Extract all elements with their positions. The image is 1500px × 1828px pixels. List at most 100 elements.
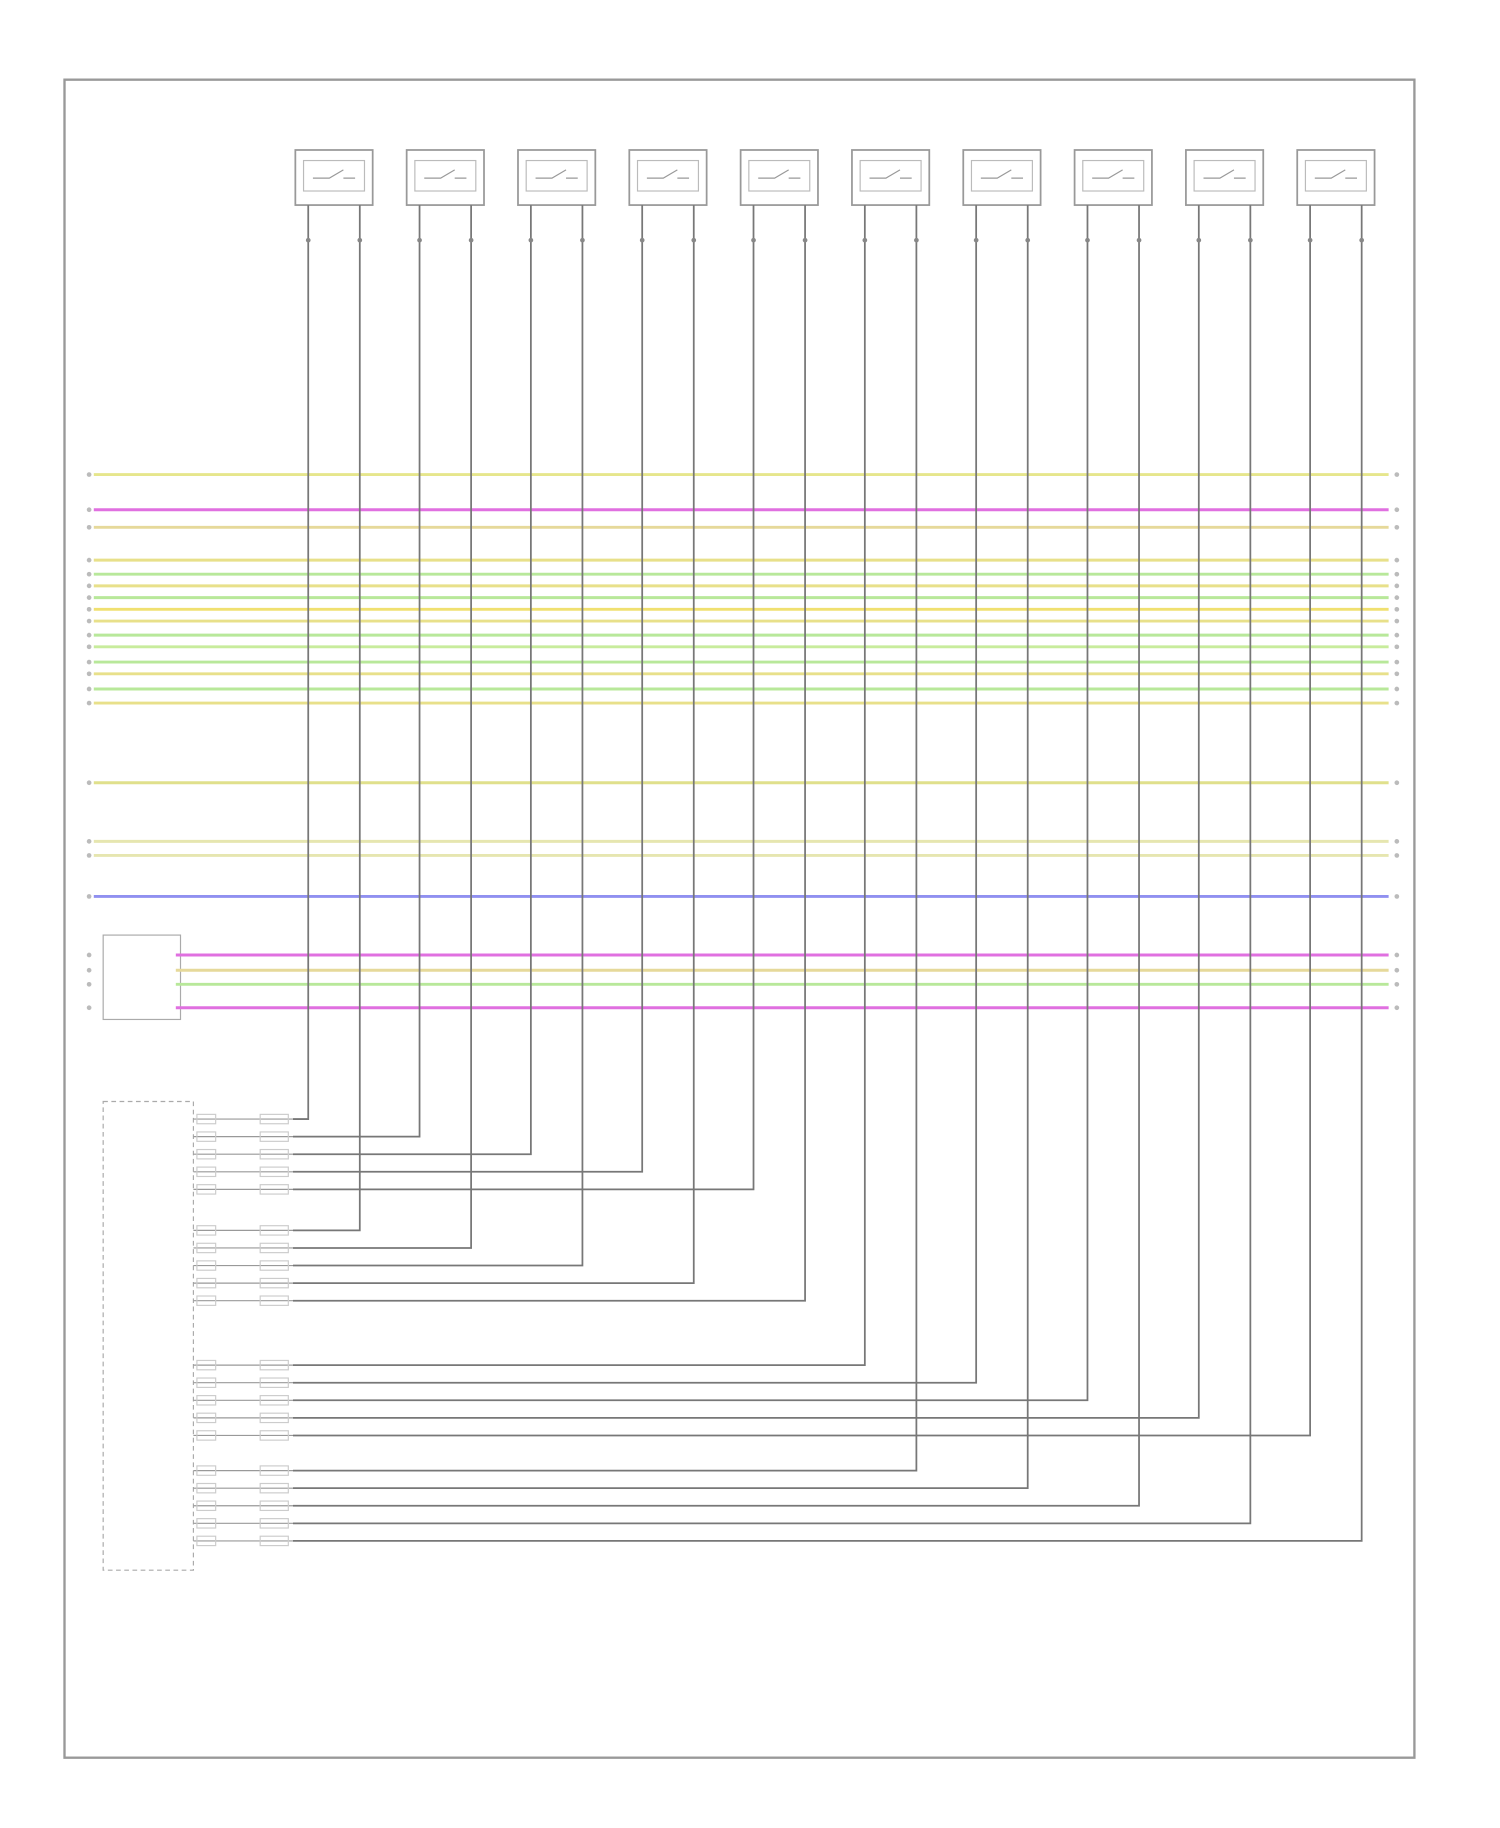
wire bbox=[293, 205, 472, 1249]
wire bbox=[293, 205, 1311, 1437]
pin-block bbox=[259, 1242, 289, 1254]
relay-switch bbox=[424, 169, 467, 179]
bus-terminal bbox=[86, 659, 92, 665]
wire bbox=[293, 205, 644, 1173]
pin bbox=[1196, 237, 1202, 243]
bus-terminal bbox=[1394, 839, 1400, 844]
pin-block bbox=[196, 1377, 217, 1388]
pin bbox=[357, 237, 363, 243]
relay-inner bbox=[636, 159, 700, 192]
relay bbox=[739, 149, 819, 206]
relay-inner bbox=[1082, 159, 1145, 192]
pin-block bbox=[259, 1113, 289, 1125]
pin bbox=[1359, 237, 1365, 243]
pin-block bbox=[196, 1412, 217, 1424]
pin-block bbox=[259, 1166, 289, 1178]
wire bbox=[293, 205, 978, 1384]
bus-terminal bbox=[1394, 700, 1400, 706]
relay-inner bbox=[1304, 159, 1367, 192]
bus-terminal bbox=[1394, 952, 1400, 958]
pin-block bbox=[259, 1500, 289, 1512]
pin bbox=[914, 237, 919, 243]
bus-terminal bbox=[1394, 472, 1400, 477]
bus-terminal bbox=[86, 583, 92, 589]
pin bbox=[639, 237, 645, 243]
bus-terminal bbox=[1394, 524, 1400, 530]
bus-terminal bbox=[86, 557, 92, 563]
pin-block bbox=[259, 1395, 289, 1406]
pin bbox=[1307, 237, 1313, 243]
pin bbox=[1136, 237, 1142, 243]
bus-terminal bbox=[86, 571, 92, 577]
bus-terminal bbox=[86, 644, 92, 650]
bus-terminal bbox=[1394, 671, 1400, 677]
relay-inner bbox=[302, 159, 366, 192]
frame bbox=[63, 78, 1416, 1759]
pin bbox=[973, 237, 979, 243]
bus-terminal bbox=[1394, 1005, 1400, 1011]
relay-switch bbox=[758, 169, 801, 179]
pin bbox=[751, 237, 756, 243]
wire bbox=[293, 205, 361, 1232]
pin-block bbox=[196, 1277, 217, 1289]
wire bbox=[293, 205, 584, 1267]
wire bbox=[293, 205, 532, 1156]
bus-terminal bbox=[1394, 686, 1400, 692]
pin bbox=[305, 237, 311, 243]
relay bbox=[294, 149, 374, 206]
relay bbox=[628, 149, 708, 206]
pin bbox=[528, 237, 534, 243]
bus-terminal bbox=[1394, 644, 1400, 650]
relay-inner bbox=[1193, 159, 1256, 192]
bus-terminal bbox=[1394, 557, 1400, 563]
bus-terminal bbox=[86, 595, 92, 600]
bus-terminal bbox=[1394, 507, 1400, 513]
wire bbox=[293, 205, 695, 1284]
pin-block bbox=[196, 1359, 217, 1371]
wire bbox=[293, 205, 866, 1367]
pin-block bbox=[259, 1430, 289, 1441]
pin bbox=[1085, 237, 1090, 243]
bus-terminal bbox=[86, 894, 92, 899]
relay-switch bbox=[980, 169, 1024, 179]
bus-terminal bbox=[1394, 583, 1400, 589]
bus-terminal bbox=[1394, 606, 1400, 612]
relay-inner bbox=[748, 159, 811, 192]
wire bbox=[293, 205, 1140, 1507]
bus-terminal bbox=[1394, 967, 1400, 973]
bus-terminal bbox=[86, 967, 92, 973]
bus-terminal bbox=[86, 524, 92, 530]
bus-terminal bbox=[86, 606, 92, 612]
bus-terminal bbox=[1394, 595, 1400, 600]
wire bbox=[293, 205, 1363, 1542]
pin-block bbox=[196, 1295, 217, 1306]
bus-terminal bbox=[86, 839, 92, 844]
bus-terminal bbox=[1394, 571, 1400, 577]
relay-switch bbox=[646, 169, 690, 179]
bus-terminal bbox=[1394, 853, 1400, 858]
pin-block bbox=[196, 1500, 217, 1512]
bus-terminal bbox=[86, 700, 92, 706]
wire bbox=[293, 205, 755, 1191]
bus-terminal bbox=[1394, 981, 1400, 987]
wire bbox=[293, 205, 421, 1138]
pin-block bbox=[196, 1166, 217, 1178]
bus-terminal bbox=[86, 780, 92, 786]
bus-terminal bbox=[1394, 659, 1400, 665]
relay-inner bbox=[525, 159, 588, 192]
pin bbox=[468, 237, 474, 243]
relay-inner bbox=[859, 159, 922, 192]
pin-block bbox=[259, 1482, 289, 1494]
switch-component bbox=[102, 934, 182, 1021]
wire bbox=[293, 205, 310, 1120]
pin-block bbox=[259, 1377, 289, 1388]
pin-block bbox=[259, 1260, 289, 1271]
relay bbox=[405, 149, 485, 206]
wire bbox=[293, 205, 918, 1472]
pin-block bbox=[196, 1430, 217, 1441]
relay-switch bbox=[312, 169, 356, 179]
pin bbox=[580, 237, 585, 243]
pin-block bbox=[196, 1242, 217, 1254]
pin-block bbox=[259, 1359, 289, 1371]
